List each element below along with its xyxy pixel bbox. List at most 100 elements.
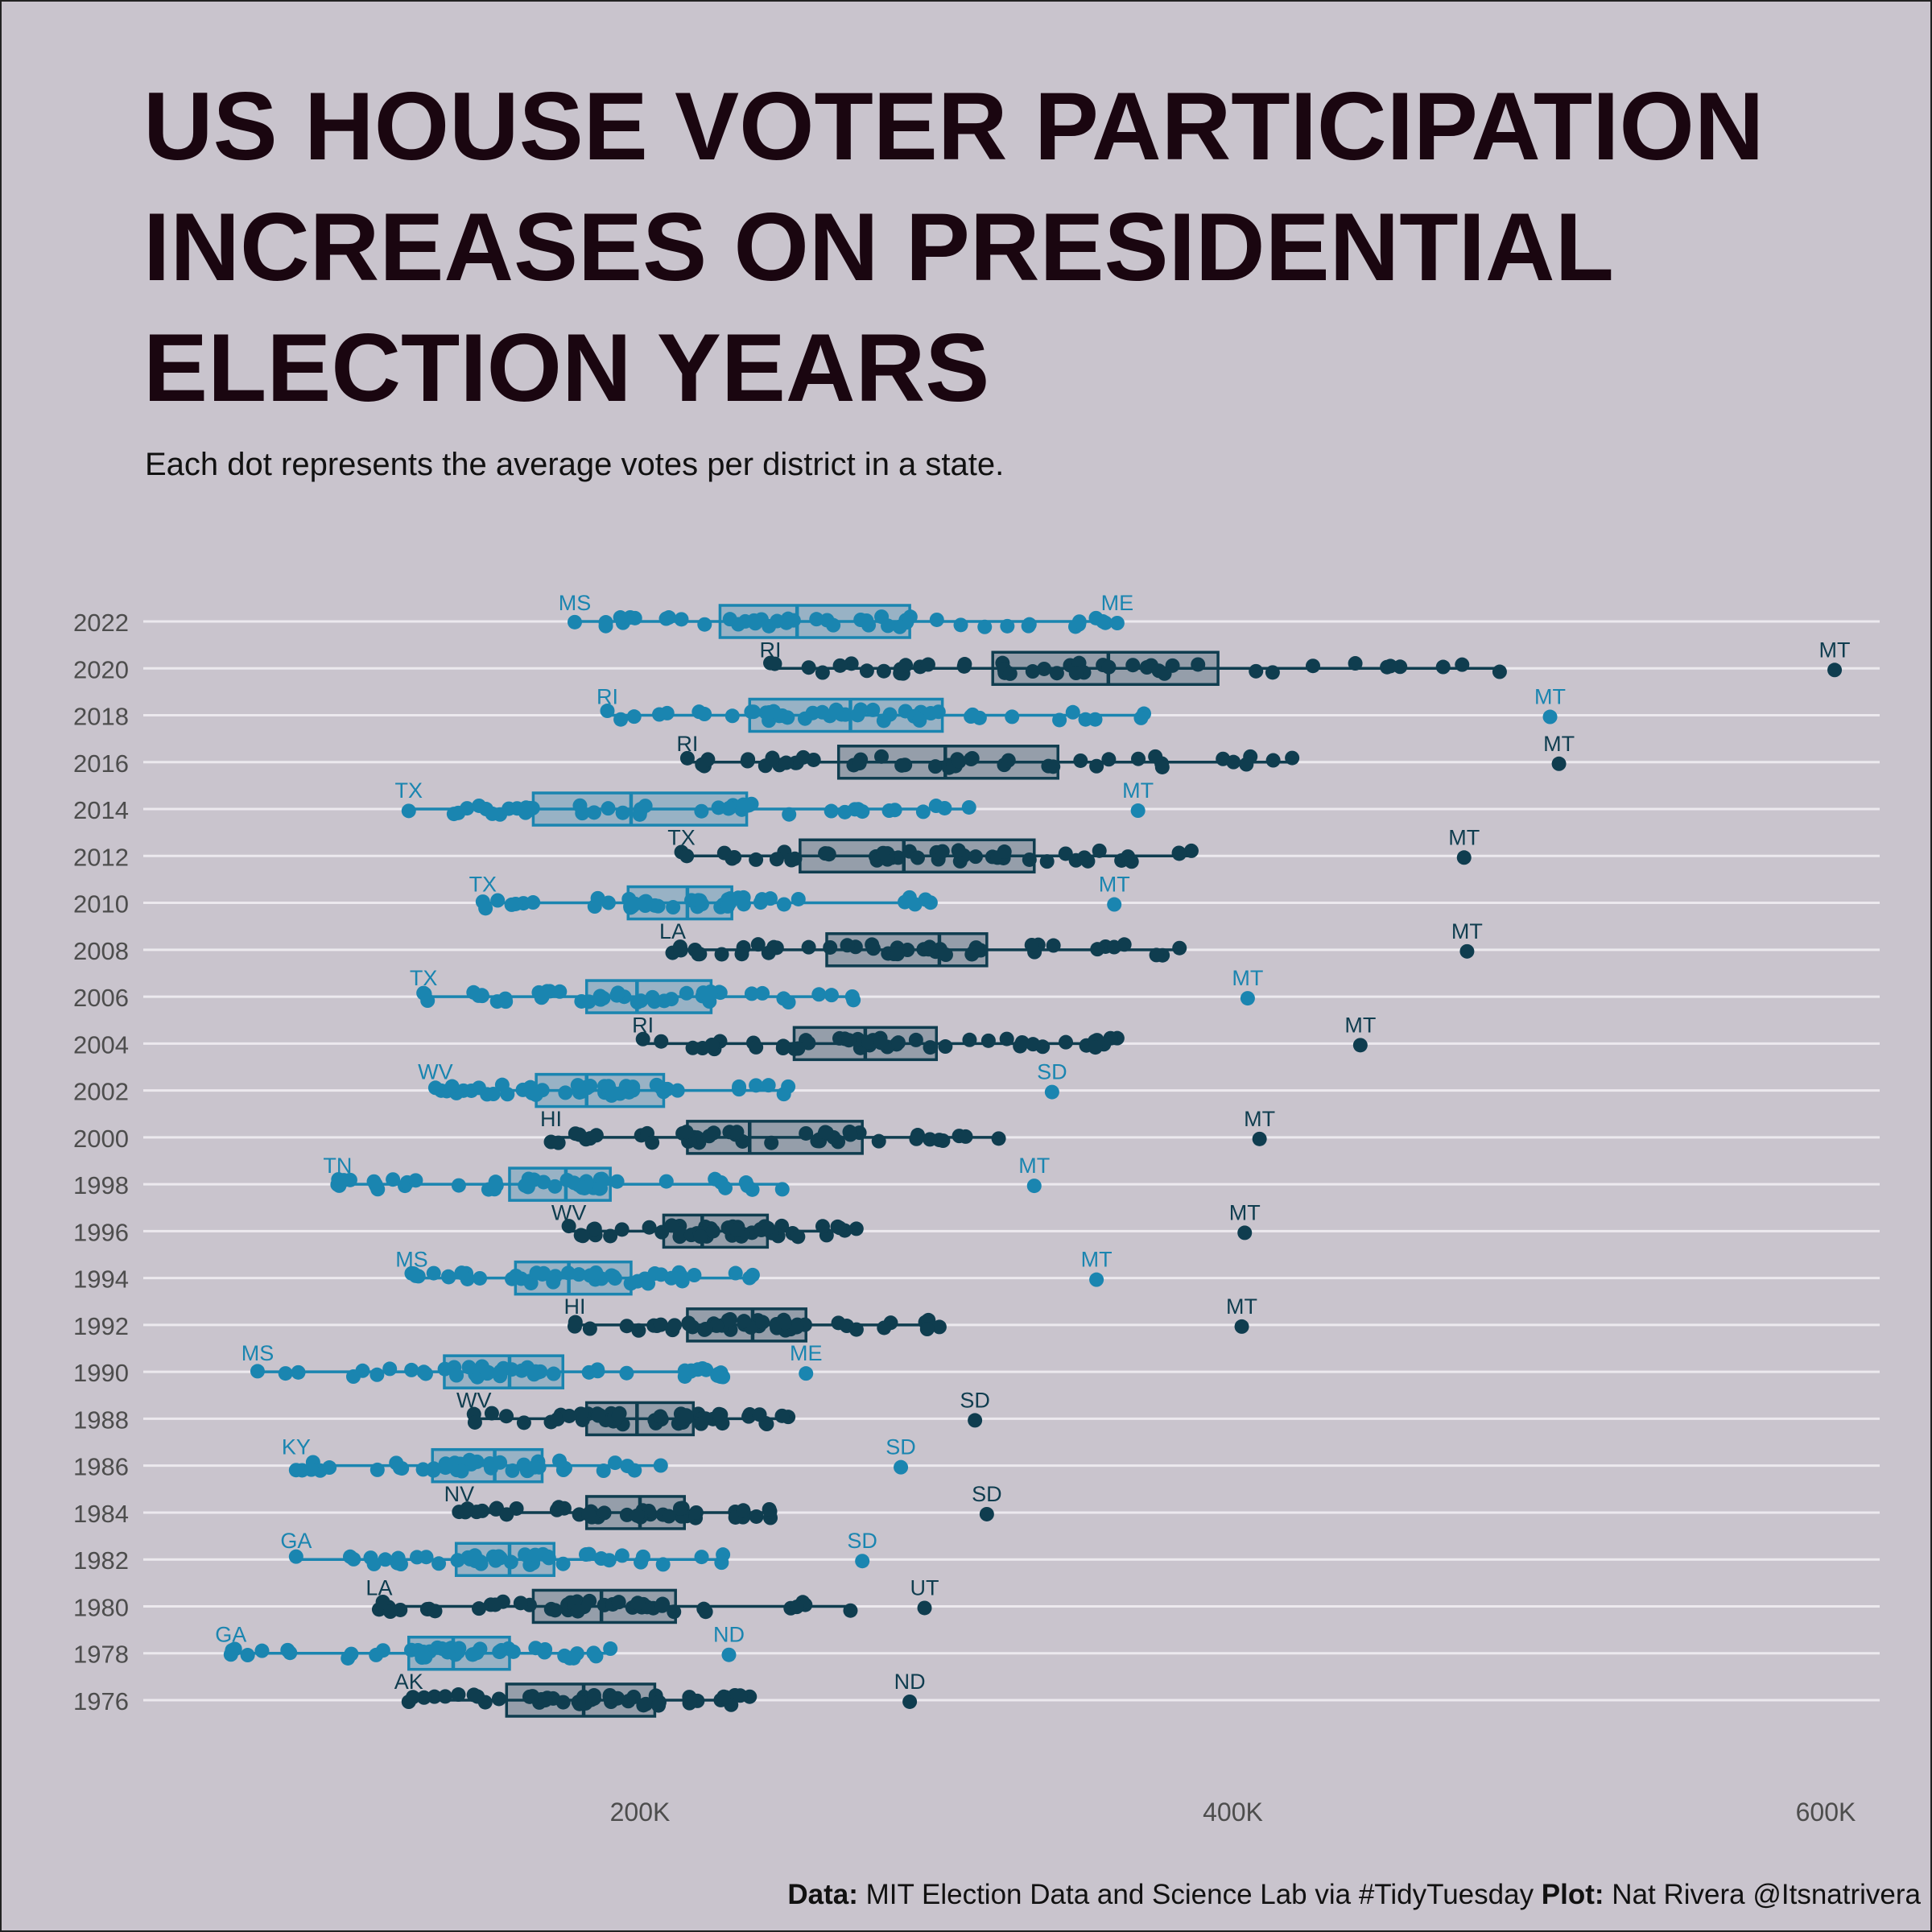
point-2018 [912,712,927,728]
point-2020 [1265,665,1280,680]
x-tick-label-600K: 600K [1796,1798,1856,1827]
point-2008 [840,938,855,953]
point-1978 [227,1641,242,1657]
point-1990 [369,1367,385,1382]
point-1984 [672,1501,687,1516]
point-2006 [811,987,827,1002]
point-1994 [630,1274,645,1289]
point-1998 [408,1173,423,1188]
point-outlier-2004 [1352,1038,1368,1053]
point-2008 [714,947,729,962]
point-1982 [714,1555,729,1571]
y-tick-label-2010: 2010 [73,890,129,919]
state-label-low-2022: MS [559,591,592,615]
point-2014 [736,797,751,812]
point-1980 [513,1596,528,1611]
point-2016 [795,749,811,765]
y-tick-label-1986: 1986 [73,1453,129,1481]
point-2014 [586,805,601,820]
point-2000 [799,1125,814,1141]
point-outlier-1976 [902,1694,918,1709]
point-1978 [603,1641,618,1657]
point-2016 [1148,749,1163,764]
point-1982 [655,1557,671,1572]
point-2020 [1455,657,1470,672]
state-label-high-2008: MT [1451,919,1483,943]
point-1990 [710,1368,725,1383]
y-tick-label-1982: 1982 [73,1546,129,1575]
point-outlier-1980 [917,1600,932,1616]
point-1984 [688,1505,704,1520]
state-label-low-1992: HI [564,1294,585,1319]
point-2014 [887,803,902,818]
point-2000 [958,1129,973,1144]
point-1978 [404,1642,419,1657]
point-1998 [575,1180,590,1195]
point-2010 [776,897,791,912]
point-2006 [592,989,608,1004]
state-label-low-1998: TN [323,1154,352,1178]
point-2022 [1071,614,1087,630]
point-1984 [549,1502,564,1517]
point-1992 [755,1315,770,1330]
state-label-low-2004: RI [632,1013,654,1037]
point-1994 [728,1265,743,1281]
point-1988 [591,1408,606,1423]
point-2022 [826,617,841,633]
y-tick-label-1998: 1998 [73,1171,129,1199]
point-outlier-2008 [1459,943,1475,959]
y-tick-label-2016: 2016 [73,749,129,778]
point-1980 [630,1596,646,1611]
state-label-low-1980: LA [365,1575,392,1600]
point-1976 [682,1695,697,1711]
point-2004 [685,1040,700,1055]
point-1988 [562,1408,577,1423]
point-2000 [991,1131,1006,1146]
point-2012 [1092,843,1107,858]
point-1984 [762,1501,777,1517]
point-2022 [722,612,737,627]
point-2008 [734,947,749,962]
point-2008 [1046,938,1061,953]
state-label-high-2010: MT [1099,873,1130,897]
point-2000 [871,1133,886,1149]
point-2016 [1226,754,1241,770]
point-1996 [729,1222,745,1237]
point-2004 [841,1033,857,1048]
point-1976 [466,1687,481,1703]
state-label-low-2012: TX [667,825,696,849]
point-1980 [488,1597,503,1612]
point-1976 [451,1687,466,1703]
point-2018 [1133,710,1149,725]
point-1998 [331,1172,346,1187]
point-1982 [634,1554,649,1570]
point-1984 [597,1505,612,1521]
point-2000 [818,1125,833,1140]
point-2008 [1149,947,1164,963]
point-outlier-1990 [799,1366,814,1381]
state-label-high-1980: UT [910,1575,939,1600]
point-2018 [762,705,777,720]
point-outlier-2006 [1240,991,1255,1006]
point-1984 [661,1509,676,1524]
point-2020 [859,663,874,679]
point-2008 [966,945,981,960]
point-1998 [386,1172,401,1187]
point-2018 [876,713,891,729]
point-1996 [791,1229,806,1245]
point-2022 [567,614,582,630]
state-label-high-2020: MT [1819,638,1851,662]
point-1994 [588,1265,604,1280]
point-2012 [784,852,799,868]
point-1984 [581,1506,597,1521]
point-2004 [890,1035,906,1051]
point-1986 [389,1455,404,1471]
point-2014 [575,806,590,821]
point-1978 [254,1643,270,1658]
state-label-high-1984: SD [972,1482,1002,1506]
point-1982 [466,1549,481,1564]
point-1988 [484,1406,499,1421]
point-1980 [547,1603,563,1618]
point-2014 [928,799,943,814]
point-2012 [716,845,732,861]
